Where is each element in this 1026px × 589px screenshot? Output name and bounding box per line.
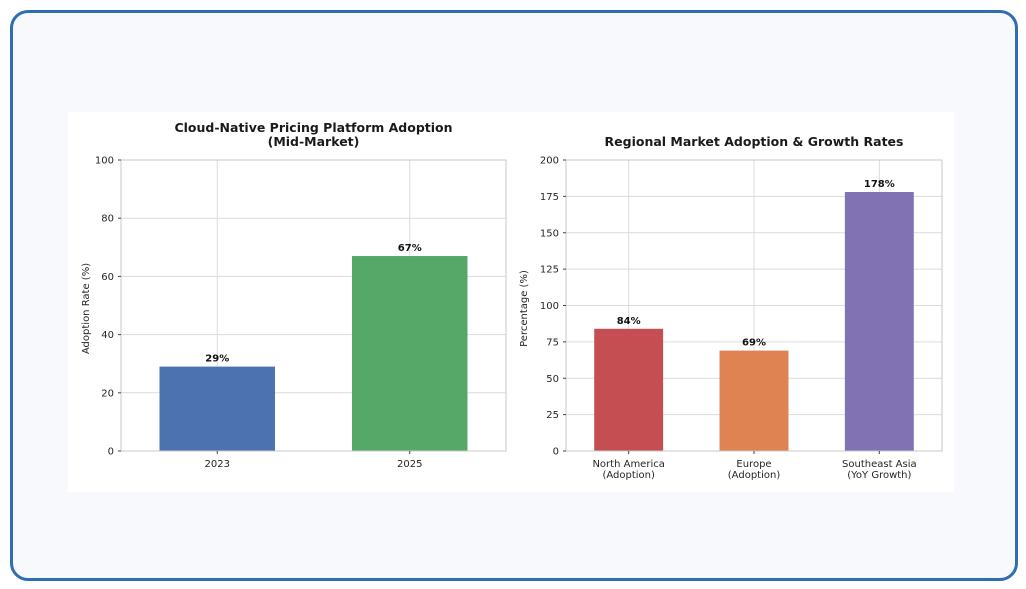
x-tick-label: North America (592, 459, 664, 470)
x-tick-label: (Adoption) (728, 470, 781, 481)
y-tick-label: 200 (540, 156, 559, 167)
data-label: 178% (864, 179, 895, 190)
y-tick-label: 100 (95, 156, 114, 167)
y-tick-label: 50 (546, 374, 559, 385)
x-tick-label: (YoY Growth) (847, 470, 911, 481)
y-tick-label: 0 (108, 447, 114, 458)
chart-title: (Mid-Market) (268, 134, 360, 149)
y-axis-label: Percentage (%) (519, 270, 530, 347)
y-tick-label: 25 (546, 410, 559, 421)
y-tick-label: 80 (101, 214, 114, 225)
y-tick-label: 75 (546, 337, 559, 348)
data-label: 29% (205, 354, 229, 365)
bar (844, 192, 914, 451)
y-tick-label: 100 (540, 301, 559, 312)
y-tick-label: 40 (101, 330, 114, 341)
y-tick-label: 175 (540, 192, 559, 203)
plot-border (120, 159, 507, 452)
regional-chart: 84% 69% 178% 0 25 50 75 100 125 150 175 200 North Am… (519, 134, 943, 481)
y-tick-label: 60 (101, 272, 114, 283)
bar (352, 256, 468, 451)
chart-title: Regional Market Adoption & Growth Rates (605, 134, 904, 149)
figure: 29% 67% 0 20 40 60 80 100 2023 2025 Adoption Rate … (68, 112, 954, 492)
y-axis-label: Adoption Rate (%) (81, 263, 92, 354)
y-tick-label: 125 (540, 265, 559, 276)
bar (719, 350, 789, 451)
data-label: 67% (398, 243, 422, 254)
y-tick-label: 0 (553, 447, 559, 458)
x-tick-label: Europe (736, 459, 771, 470)
data-label: 84% (617, 316, 641, 327)
y-tick-label: 150 (540, 228, 559, 239)
x-tick-label: 2023 (205, 459, 230, 470)
bar (159, 366, 275, 451)
adoption-chart: 29% 67% 0 20 40 60 80 100 2023 2025 Adoption Rate … (81, 120, 507, 470)
data-label: 69% (742, 338, 766, 349)
x-tick-label: (Adoption) (602, 470, 655, 481)
chart-title: Cloud-Native Pricing Platform Adoption (174, 120, 452, 135)
bar (594, 328, 664, 451)
x-tick-label: Southeast Asia (842, 459, 917, 470)
x-tick-label: 2025 (397, 459, 422, 470)
y-tick-label: 20 (101, 388, 114, 399)
